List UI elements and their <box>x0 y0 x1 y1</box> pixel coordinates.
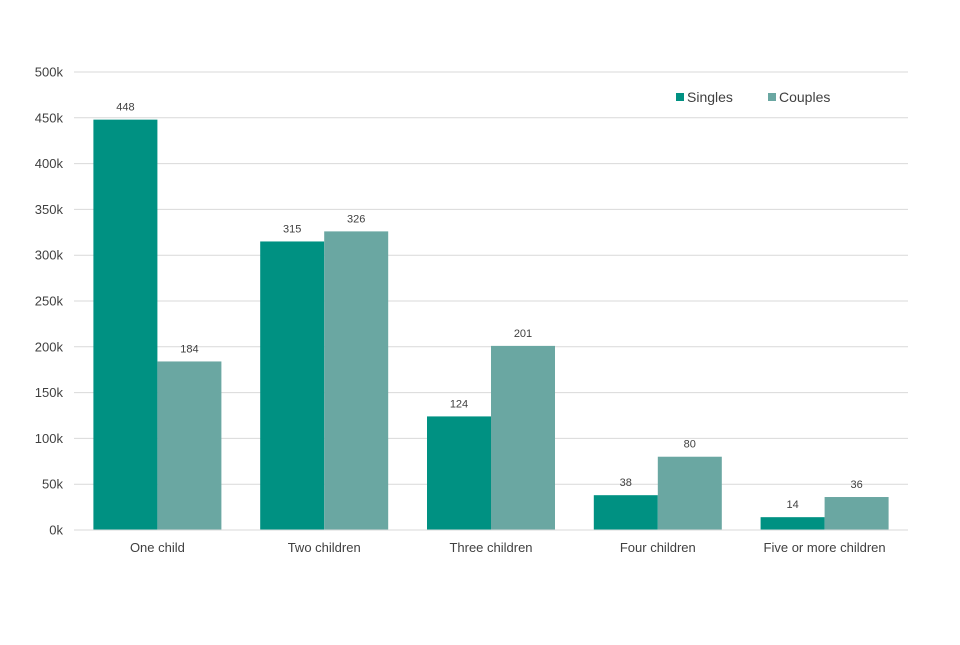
bar-couples <box>157 361 222 530</box>
data-label: 326 <box>347 213 365 225</box>
y-tick-label: 150k <box>35 385 64 400</box>
legend-swatch-singles <box>676 93 684 101</box>
x-axis: One child Two children Three children Four … <box>74 529 908 555</box>
bar-couples <box>824 497 889 530</box>
bar-singles <box>93 119 158 530</box>
bar-singles <box>427 416 491 530</box>
data-label: 124 <box>450 398 468 410</box>
y-tick-label: 250k <box>35 294 64 309</box>
legend-label-singles: Singles <box>687 89 733 105</box>
bar-singles <box>260 241 325 530</box>
y-tick-label: 0k <box>49 523 63 538</box>
x-tick-label: Five or more children <box>764 540 886 555</box>
x-tick-label: Three children <box>449 540 532 555</box>
bar-singles <box>593 495 658 530</box>
y-tick-label: 350k <box>35 202 64 217</box>
y-tick-label: 100k <box>35 431 64 446</box>
data-label: 315 <box>283 223 301 235</box>
y-tick-label: 450k <box>35 110 64 125</box>
y-tick-label: 50k <box>42 477 63 492</box>
bar-singles <box>760 517 825 530</box>
x-tick-label: Four children <box>620 540 696 555</box>
legend-label-couples: Couples <box>779 89 830 105</box>
bar-couples <box>491 345 555 530</box>
legend: Singles Couples <box>676 89 830 105</box>
data-label: 80 <box>684 439 696 451</box>
data-label: 201 <box>514 328 532 340</box>
bars <box>93 119 889 530</box>
data-labels: 448 184 315 326 124 201 38 80 14 36 <box>116 102 863 512</box>
y-axis: 0k 50k 100k 150k 200k 250k 300k 350k 400k 450k 500… <box>35 65 64 538</box>
y-tick-label: 300k <box>35 248 64 263</box>
y-tick-label: 500k <box>35 65 64 80</box>
y-tick-label: 200k <box>35 339 64 354</box>
x-tick-label: One child <box>130 540 185 555</box>
bar-couples <box>324 231 389 530</box>
data-label: 14 <box>786 499 798 511</box>
data-label: 36 <box>850 479 862 491</box>
y-tick-label: 400k <box>35 156 64 171</box>
data-label: 38 <box>620 477 632 489</box>
bar-couples <box>657 456 722 530</box>
legend-swatch-couples <box>768 93 776 101</box>
data-label: 184 <box>180 343 198 355</box>
data-label: 448 <box>116 102 134 114</box>
x-tick-label: Two children <box>288 540 361 555</box>
